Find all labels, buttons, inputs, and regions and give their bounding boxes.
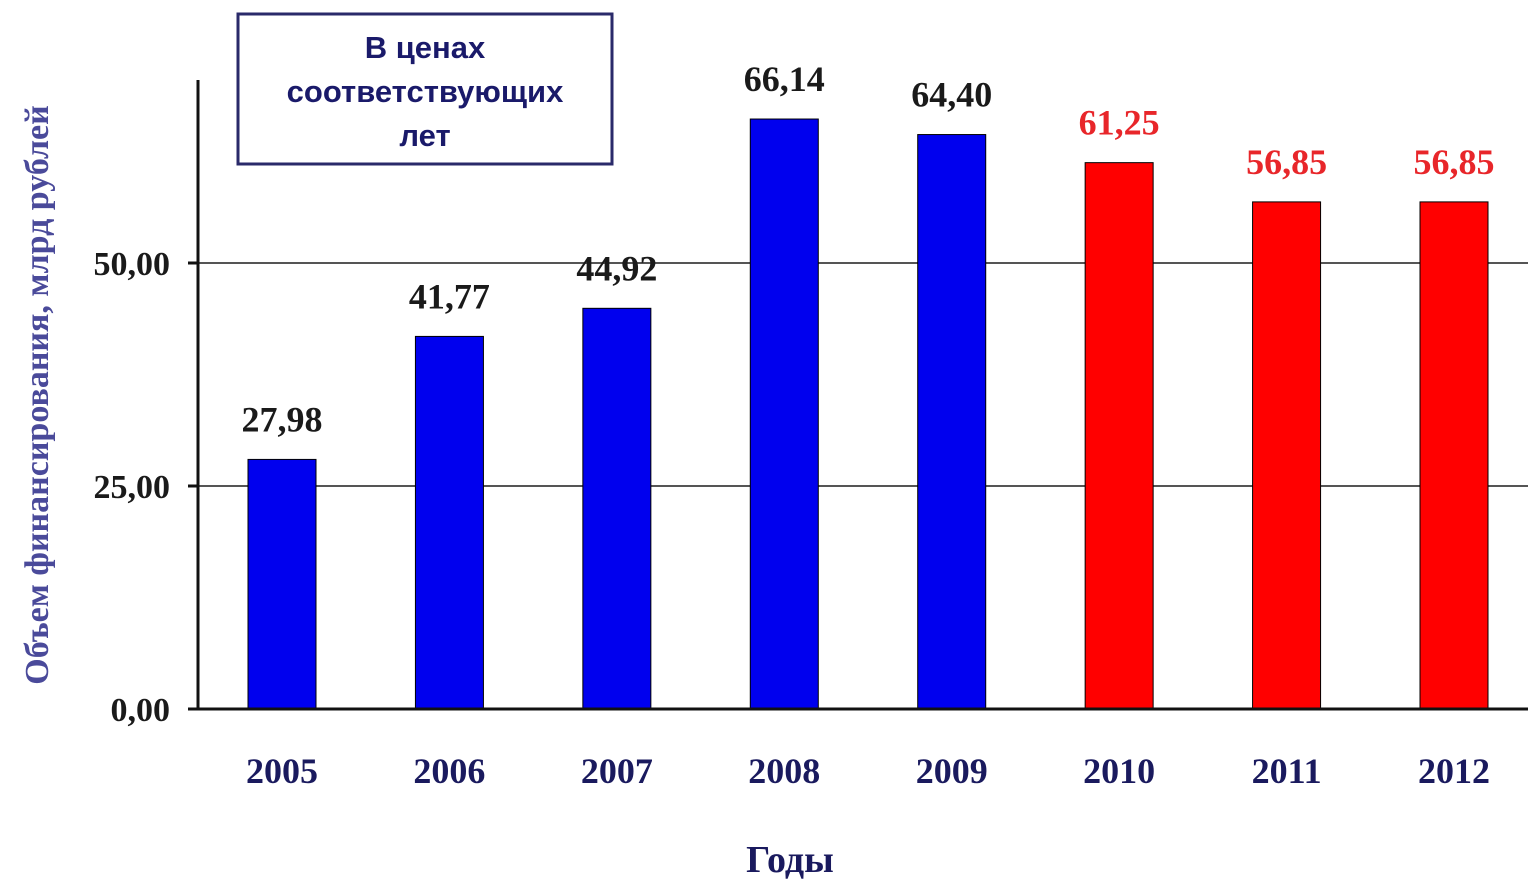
x-tick-label-2007: 2007 xyxy=(581,751,653,791)
data-label-2009: 64,40 xyxy=(911,75,992,115)
data-label-2007: 44,92 xyxy=(576,248,657,288)
y-tick-label-2: 50,00 xyxy=(94,246,171,283)
x-tick-label-2009: 2009 xyxy=(916,751,988,791)
bar-2005 xyxy=(247,458,317,710)
data-label-2005: 27,98 xyxy=(242,399,323,439)
annotation-line-3: лет xyxy=(399,118,450,153)
y-tick-label-1: 25,00 xyxy=(94,469,171,506)
data-label-2012: 56,85 xyxy=(1414,142,1495,182)
x-tick-label-2011: 2011 xyxy=(1252,751,1322,791)
bar-2007 xyxy=(582,307,652,710)
y-axis-title: Объем финансирования, млрд рублей xyxy=(19,105,56,684)
data-labels: 27,98 41,77 44,92 66,14 64,40 61,25 56,85 56,85 xyxy=(242,59,1495,439)
gridlines xyxy=(198,262,1528,487)
annotation-box: В ценах соответствующих лет xyxy=(236,12,614,166)
bar-2012 xyxy=(1419,201,1489,710)
y-axis-ticks: 0,00 25,00 50,00 xyxy=(94,246,198,729)
x-tick-label-2008: 2008 xyxy=(748,751,820,791)
x-tick-label-2005: 2005 xyxy=(246,751,318,791)
annotation-line-1: В ценах xyxy=(365,30,486,65)
y-tick-label-0: 0,00 xyxy=(111,692,171,729)
x-axis-ticks: 2005 2006 2007 2008 2009 2010 2011 2012 xyxy=(246,751,1490,791)
x-tick-label-2012: 2012 xyxy=(1418,751,1490,791)
bar-2006 xyxy=(414,335,484,710)
data-label-2010: 61,25 xyxy=(1079,103,1160,143)
data-label-2011: 56,85 xyxy=(1246,142,1327,182)
bar-2010 xyxy=(1084,162,1154,710)
data-label-2008: 66,14 xyxy=(744,59,825,99)
bar-2008 xyxy=(749,118,819,710)
data-label-2006: 41,77 xyxy=(409,276,490,316)
bars xyxy=(247,118,1489,710)
annotation-line-2: соответствующих xyxy=(287,74,564,109)
bar-2009 xyxy=(917,134,987,710)
x-tick-label-2010: 2010 xyxy=(1083,751,1155,791)
x-axis-title: Годы xyxy=(746,839,834,879)
annotation-box-frame xyxy=(236,12,614,166)
bar-2011 xyxy=(1252,201,1322,710)
x-tick-label-2006: 2006 xyxy=(413,751,485,791)
